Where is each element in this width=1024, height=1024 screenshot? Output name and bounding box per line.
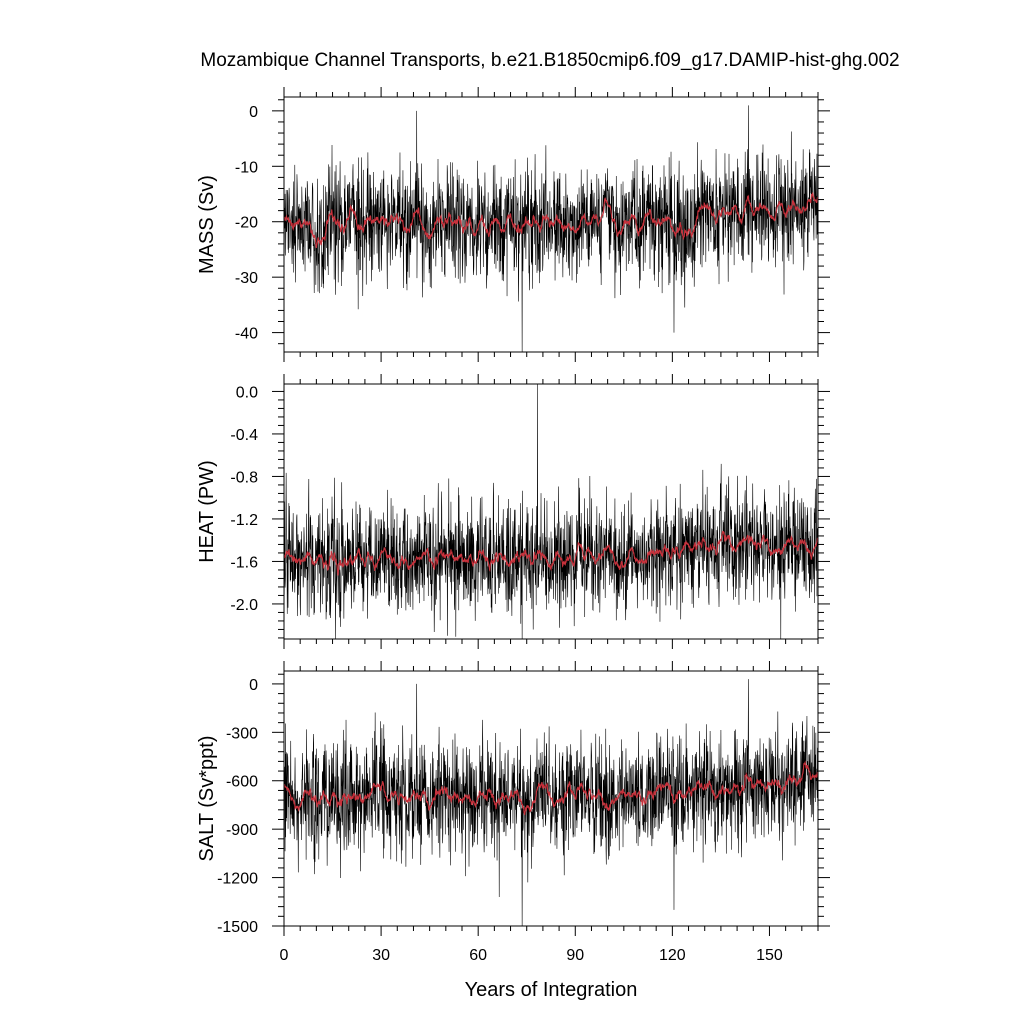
y-tick-label: -300: [226, 725, 258, 742]
y-tick-label: -1.6: [230, 554, 258, 571]
raw-series-line-1: [284, 105, 818, 352]
y-tick-label: -1.2: [230, 512, 258, 529]
y-tick-label: -900: [226, 822, 258, 839]
x-tick-label: 90: [566, 947, 584, 964]
y-tick-label: -1200: [217, 871, 258, 888]
y-tick-label: 0.0: [236, 384, 258, 401]
x-tick-label: 120: [659, 947, 686, 964]
y-tick-label: -0.8: [230, 469, 258, 486]
raw-series-line-2: [284, 384, 818, 639]
y-axis-label: HEAT (PW): [196, 460, 218, 563]
y-tick-label: -30: [235, 270, 258, 287]
y-axis-label: SALT (Sv*ppt): [196, 736, 218, 862]
smoothed-series-line-1: [284, 192, 818, 249]
chart-panel-2: 0.0 -0.4 -0.8 -1.2 -1.6 -2.0 HEAT (PW): [196, 374, 830, 649]
x-tick-label: 0: [280, 947, 289, 964]
raw-series-line-3: [284, 679, 818, 926]
y-axis-label: MASS (Sv): [196, 175, 218, 274]
y-tick-label: -40: [235, 326, 258, 343]
x-tick-label: 60: [469, 947, 487, 964]
y-tick-label: -0.4: [230, 427, 258, 444]
plot-frame-2: [283, 383, 819, 640]
plot-frame-3: [283, 670, 819, 927]
y-tick-label: -20: [235, 215, 258, 232]
chart-panel-1: 0 -10 -20 -30 -40 MASS (Sv): [196, 87, 830, 362]
plot-frame-1: [283, 96, 819, 353]
y-tick-label: -2.0: [230, 597, 258, 614]
chart-panels: 0 -10 -20 -30 -40 MASS (Sv) 0.0 -0.4 -0.8 -1.2 -1.…: [196, 87, 830, 964]
y-tick-label: -1500: [217, 919, 258, 936]
x-tick-label: 30: [372, 947, 390, 964]
chart-title: Mozambique Channel Transports, b.e21.B18…: [200, 50, 899, 71]
smoothed-series-line-2: [284, 530, 818, 576]
y-tick-label: -10: [235, 159, 258, 176]
y-tick-label: 0: [249, 677, 258, 694]
y-tick-label: 0: [249, 104, 258, 121]
x-axis-label: Years of Integration: [465, 979, 638, 1001]
chart-panel-3: 0 -300 -600 -900 -1200 -1500 SALT (Sv*ppt) 0 30 6…: [196, 661, 830, 964]
x-tick-label: 150: [756, 947, 783, 964]
y-tick-label: -600: [226, 774, 258, 791]
smoothed-series-line-3: [284, 760, 818, 816]
